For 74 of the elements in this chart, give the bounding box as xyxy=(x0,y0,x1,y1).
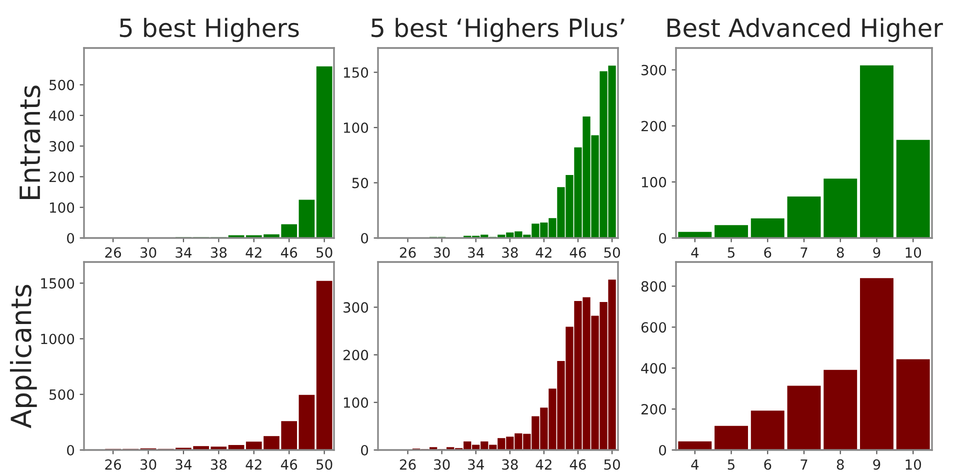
x-tick-label: 46 xyxy=(280,459,298,470)
y-tick-label: 0 xyxy=(361,444,368,456)
x-tick-label: 9 xyxy=(873,247,880,258)
x-tick-label: 42 xyxy=(246,459,262,470)
x-tick-label: 50 xyxy=(316,459,332,470)
y-tick-label: 100 xyxy=(344,397,368,408)
x-tick-label: 38 xyxy=(502,247,518,258)
x-tick-label: 10 xyxy=(906,247,922,258)
x-tick-label: 46 xyxy=(570,459,586,470)
x-tick-label: 38 xyxy=(502,459,518,470)
x-tick-label: 42 xyxy=(536,459,552,470)
x-tick-label: 26 xyxy=(105,247,122,258)
x-tick-label: 5 xyxy=(728,459,734,470)
x-tick-label: 30 xyxy=(140,247,156,258)
y-tick-label: 400 xyxy=(641,363,666,374)
x-tick-label: 38 xyxy=(210,247,227,258)
x-tick-label: 6 xyxy=(764,247,772,258)
y-tick-label: 0 xyxy=(67,444,74,456)
y-tick-label: 300 xyxy=(642,64,666,76)
x-tick-label: 8 xyxy=(836,459,844,470)
x-tick-label: 10 xyxy=(906,459,922,470)
y-axis-title: Applicants xyxy=(10,284,37,428)
x-tick-label: 5 xyxy=(728,247,734,258)
y-tick-label: 0 xyxy=(361,232,368,244)
y-tick-label: 500 xyxy=(50,80,74,90)
x-tick-label: 26 xyxy=(400,247,416,258)
y-tick-label: 0 xyxy=(67,232,74,244)
y-axis-title: Entrants xyxy=(20,86,40,199)
x-tick-label: 34 xyxy=(468,247,484,258)
y-tick-label: 300 xyxy=(344,302,368,313)
x-tick-label: 46 xyxy=(280,247,298,258)
x-tick-label: 50 xyxy=(316,247,332,258)
x-tick-label: 6 xyxy=(764,459,772,470)
x-tick-label: 34 xyxy=(468,459,484,470)
y-tick-label: 600 xyxy=(641,322,666,333)
x-tick-label: 34 xyxy=(176,459,192,470)
y-tick-label: 500 xyxy=(50,389,74,400)
y-tick-label: 200 xyxy=(49,172,74,182)
y-tick-label: 300 xyxy=(50,141,74,152)
x-tick-label: 4 xyxy=(691,247,699,258)
x-tick-label: 30 xyxy=(434,247,450,258)
y-tick-label: 150 xyxy=(344,67,368,78)
y-tick-label: 100 xyxy=(642,176,666,188)
y-tick-label: 100 xyxy=(50,202,74,213)
chart-title: Best Advanced Higher xyxy=(668,18,943,42)
y-tick-label: 200 xyxy=(641,404,666,415)
x-tick-label: 9 xyxy=(873,459,880,470)
x-tick-label: 7 xyxy=(800,459,808,470)
y-tick-label: 50 xyxy=(352,178,368,188)
y-tick-label: 1500 xyxy=(41,278,74,289)
x-tick-label: 38 xyxy=(210,459,227,470)
y-tick-label: 400 xyxy=(49,110,74,121)
x-tick-label: 42 xyxy=(246,247,262,258)
x-tick-label: 7 xyxy=(800,247,808,258)
y-tick-label: 1000 xyxy=(41,334,74,344)
x-tick-label: 30 xyxy=(434,459,450,470)
y-tick-label: 800 xyxy=(641,281,666,292)
x-tick-label: 26 xyxy=(400,459,416,470)
x-tick-label: 46 xyxy=(570,247,586,258)
x-tick-label: 8 xyxy=(836,247,844,258)
y-tick-label: 0 xyxy=(659,232,666,244)
x-tick-label: 26 xyxy=(105,459,122,470)
chart-title: 5 best ‘Highers Plus’ xyxy=(372,18,624,42)
x-tick-label: 42 xyxy=(536,247,552,258)
x-tick-label: 4 xyxy=(691,459,699,470)
y-tick-label: 200 xyxy=(641,120,666,132)
y-tick-label: 200 xyxy=(343,350,368,360)
y-tick-label: 0 xyxy=(659,444,666,456)
chart-title: 5 best Highers xyxy=(120,18,299,42)
x-tick-label: 50 xyxy=(604,247,620,258)
x-tick-label: 30 xyxy=(140,459,156,470)
y-tick-label: 100 xyxy=(344,122,368,134)
x-tick-label: 34 xyxy=(176,247,192,258)
x-tick-label: 50 xyxy=(604,459,620,470)
